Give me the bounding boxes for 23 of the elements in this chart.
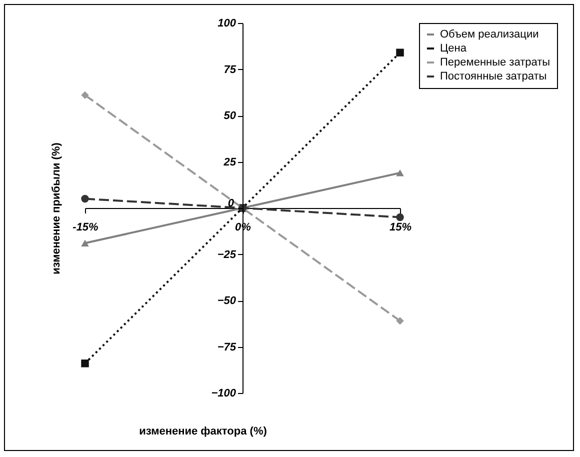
legend-label: Объем реализации (440, 28, 539, 40)
y-tick-label: −25 (217, 248, 237, 261)
legend-label: Постоянные затраты (440, 70, 547, 82)
x-tick-label: 15% (389, 222, 412, 234)
y-tick-label: −75 (217, 341, 237, 354)
y-tick-label: −50 (217, 295, 237, 307)
point (81, 360, 89, 368)
y-tick-label: 100 (218, 18, 237, 30)
point (81, 91, 89, 100)
y-tick-label: 50 (224, 110, 237, 122)
point (396, 48, 404, 56)
legend-label: Цена (440, 42, 468, 54)
point (396, 316, 404, 325)
x-axis-title: изменение фактора (%) (139, 426, 268, 438)
legend-label: Переменные затраты (440, 56, 550, 68)
y-tick-label: −100 (211, 388, 237, 400)
y-tick-label: 0 (228, 198, 235, 210)
x-tick-label: -15% (72, 222, 99, 234)
point (396, 213, 404, 222)
point (81, 194, 89, 203)
y-tick-label: 25 (222, 156, 237, 168)
y-tick-label: 75 (224, 64, 237, 76)
y-axis-title: изменение прибыли (%) (50, 142, 62, 274)
